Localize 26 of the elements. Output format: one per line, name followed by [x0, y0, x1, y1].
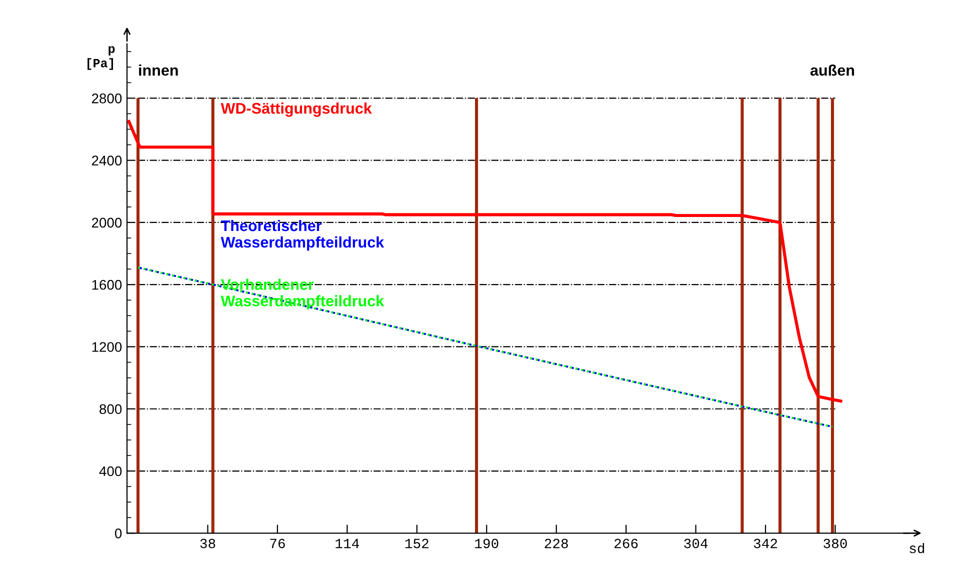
text: Theoretischer Wasserdampfteildruck — [220, 220, 384, 251]
y-tick-label: 1200 — [92, 342, 122, 352]
y-axis-title: p [Pa] — [88, 46, 115, 70]
y-tick-label: 2000 — [92, 218, 122, 228]
annotation: außen — [810, 64, 854, 76]
x-axis-title: sd — [910, 542, 924, 554]
y-tick-label: 400 — [99, 466, 122, 476]
y-tick-label: 1600 — [92, 280, 122, 290]
y-tick-label: 800 — [100, 404, 122, 414]
annotation: innen — [139, 64, 178, 76]
x-tick-label: 76 — [270, 538, 285, 548]
y-tick-label: 0 — [114, 528, 122, 538]
x-tick-label: 38 — [200, 538, 216, 548]
text: WD-Sättigungsdruck — [220, 102, 372, 117]
x-tick-label: 152 — [405, 538, 428, 548]
x-tick-label: 228 — [544, 538, 568, 548]
line-series — [137, 266, 834, 428]
x-tick-label: 380 — [824, 538, 847, 548]
y-tick-label: 2400 — [92, 156, 122, 166]
line-series — [127, 120, 842, 403]
y-tick-label: 2800 — [92, 94, 122, 104]
x-tick-label: 304 — [684, 538, 708, 548]
x-tick-label: 190 — [475, 538, 498, 548]
x-tick-label: 266 — [614, 538, 638, 548]
x-tick-label: 342 — [754, 538, 778, 548]
x-tick-label: 114 — [336, 538, 359, 548]
